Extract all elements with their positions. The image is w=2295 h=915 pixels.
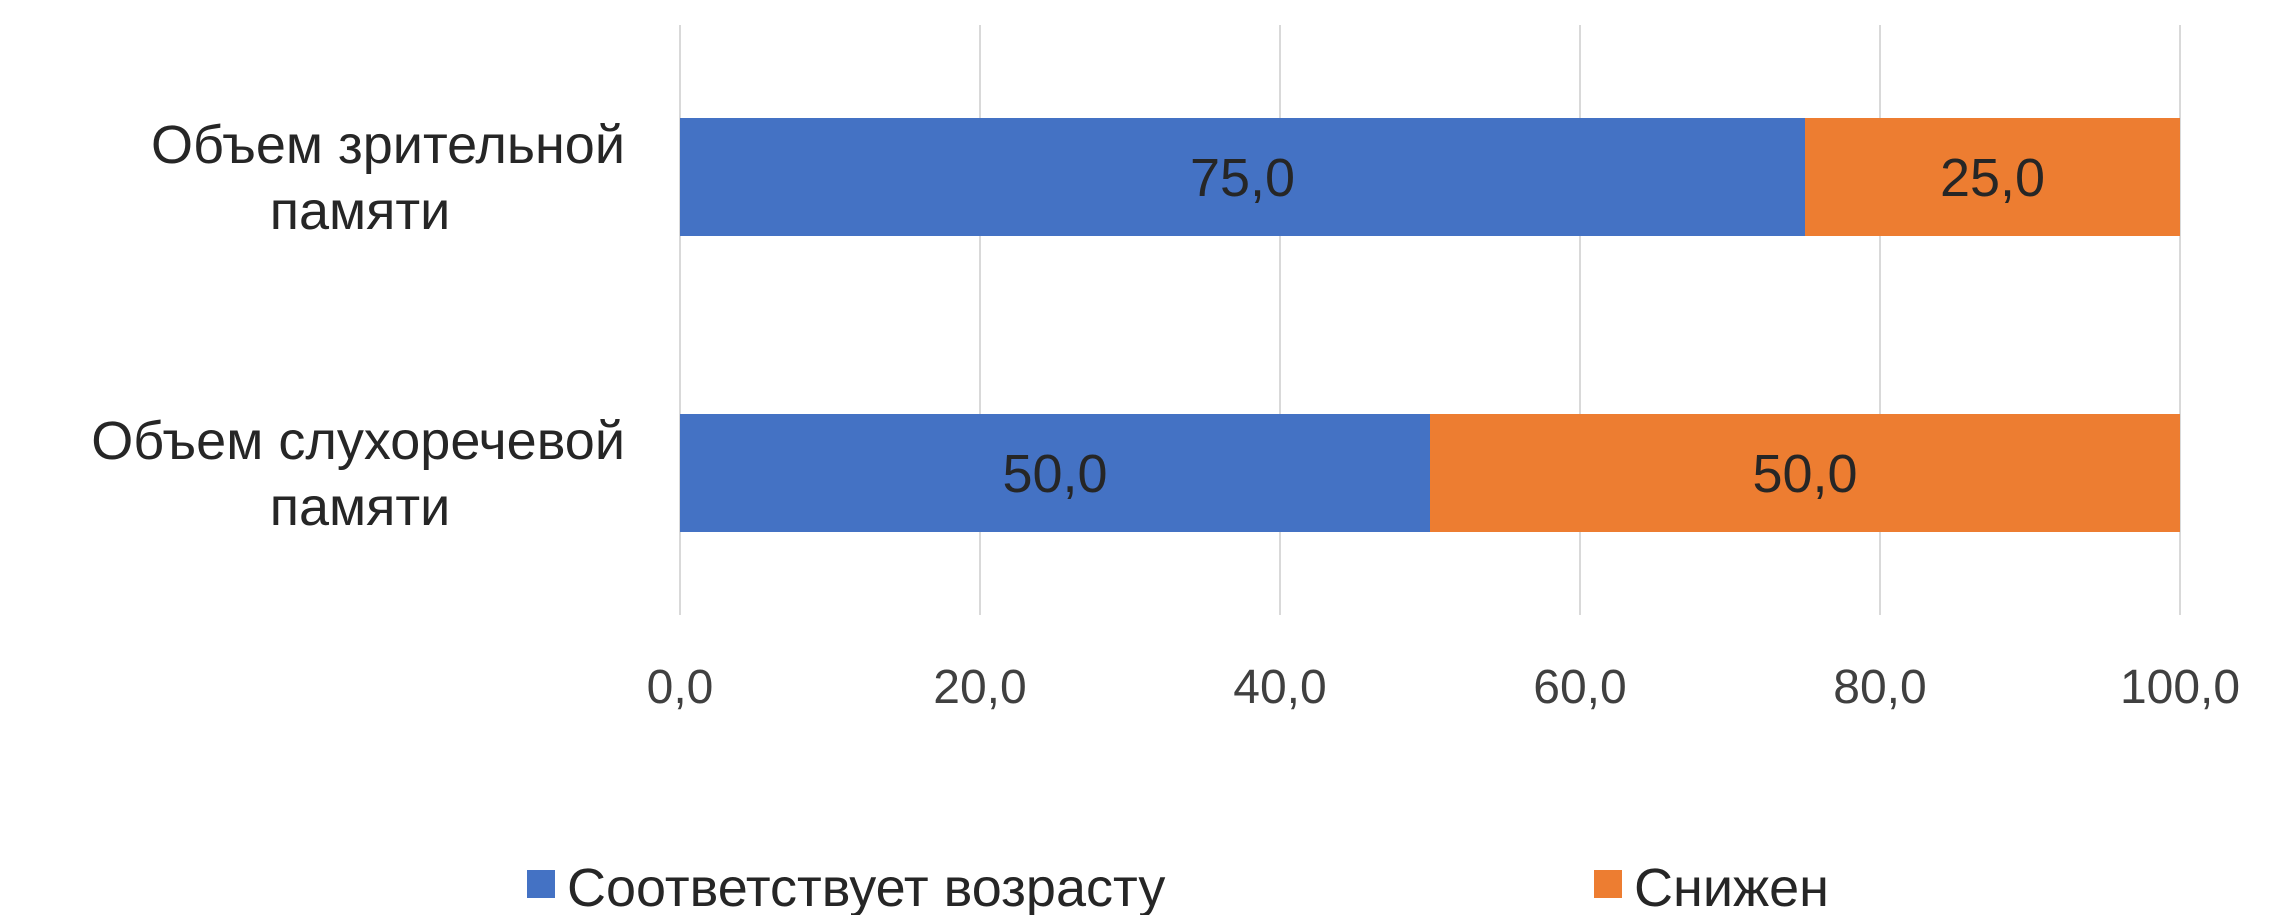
legend-swatch-1 [1594,870,1622,898]
data-label-0-1: 25,0 [1940,148,2045,208]
x-tick-label-3: 60,0 [1533,661,1626,714]
x-tick-label-4: 80,0 [1833,661,1926,714]
data-label-1-1: 50,0 [1752,444,1857,504]
bar-1-0 [680,414,1430,532]
category-label-0-1: памяти [270,181,451,241]
bar-0-0 [680,118,1805,236]
category-label-0-0: Объем зрительной [151,115,625,175]
legend-swatch-0 [527,870,555,898]
x-tick-label-2: 40,0 [1233,661,1326,714]
category-label-1-1: памяти [270,477,451,537]
category-label-1-0: Объем слухоречевой [91,411,625,471]
legend-label-1: Снижен [1634,858,1829,915]
legend-label-0: Соответствует возрасту [567,858,1165,915]
bar-0-1 [1805,118,2180,236]
data-label-0-0: 75,0 [1190,148,1295,208]
x-tick-label-1: 20,0 [933,661,1026,714]
bar-1-1 [1430,414,2180,532]
x-tick-label-0: 0,0 [647,661,714,714]
data-label-1-0: 50,0 [1002,444,1107,504]
x-tick-label-5: 100,0 [2120,661,2240,714]
